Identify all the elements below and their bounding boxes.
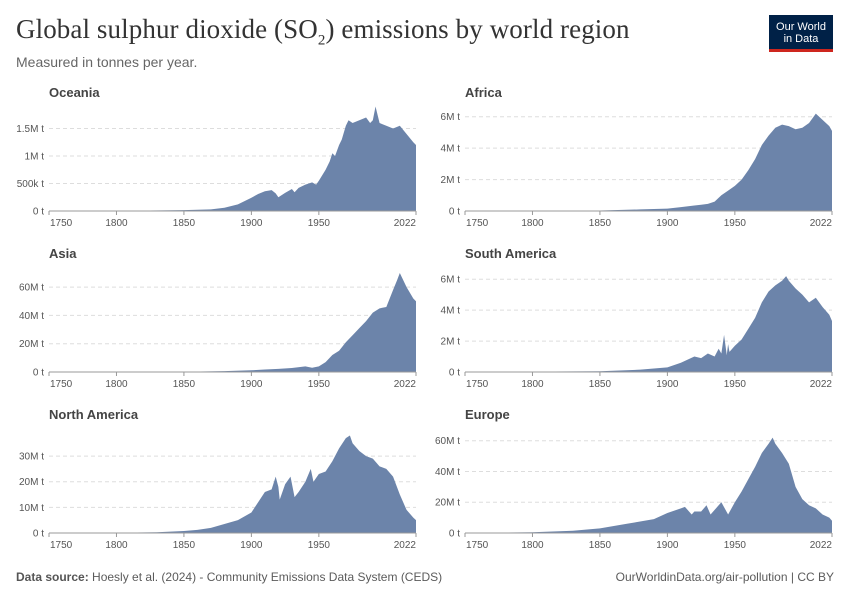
panel-title-europe: Europe bbox=[465, 407, 510, 422]
y-tick-label: 500k t bbox=[17, 179, 44, 190]
x-tick-label: 1900 bbox=[240, 540, 263, 551]
panel-title-oceania: Oceania bbox=[49, 85, 100, 100]
x-tick-label: 2022 bbox=[394, 540, 417, 551]
y-tick-label: 30M t bbox=[19, 452, 44, 463]
x-tick-label: 1900 bbox=[656, 540, 679, 551]
x-tick-label: 1750 bbox=[50, 540, 73, 551]
y-tick-label: 2M t bbox=[441, 337, 461, 348]
x-tick-label: 2022 bbox=[810, 540, 833, 551]
y-tick-label: 40M t bbox=[435, 467, 460, 478]
x-tick-label: 2022 bbox=[810, 379, 833, 390]
x-tick-label: 1950 bbox=[308, 379, 331, 390]
y-tick-label: 4M t bbox=[441, 144, 461, 155]
x-tick-label: 1850 bbox=[173, 379, 196, 390]
y-tick-label: 40M t bbox=[19, 311, 44, 322]
x-tick-label: 1750 bbox=[50, 379, 73, 390]
y-tick-label: 10M t bbox=[19, 503, 44, 514]
x-tick-label: 2022 bbox=[810, 218, 833, 229]
x-tick-label: 1850 bbox=[589, 540, 612, 551]
logo-line-2: in Data bbox=[783, 33, 819, 45]
x-tick-label: 1850 bbox=[173, 540, 196, 551]
y-tick-label: 0 t bbox=[449, 368, 460, 379]
x-tick-label: 2022 bbox=[394, 218, 417, 229]
x-tick-label: 1850 bbox=[589, 218, 612, 229]
y-tick-label: 20M t bbox=[19, 477, 44, 488]
area-series-oceania bbox=[49, 106, 416, 211]
data-source-text[interactable]: Hoesly et al. (2024) - Community Emissio… bbox=[92, 570, 443, 584]
chart-title: Global sulphur dioxide (SO2) emissions b… bbox=[16, 14, 630, 49]
x-tick-label: 1850 bbox=[589, 379, 612, 390]
x-tick-label: 1950 bbox=[724, 379, 747, 390]
area-series-africa bbox=[465, 113, 832, 211]
y-tick-label: 60M t bbox=[19, 283, 44, 294]
y-tick-label: 1M t bbox=[25, 152, 45, 163]
x-tick-label: 1800 bbox=[521, 540, 544, 551]
x-tick-label: 1950 bbox=[724, 540, 747, 551]
y-tick-label: 0 t bbox=[449, 207, 460, 218]
logo-line-1: Our World bbox=[776, 21, 826, 33]
panel-title-north-america: North America bbox=[49, 407, 139, 422]
x-tick-label: 1750 bbox=[466, 379, 489, 390]
y-tick-label: 60M t bbox=[435, 436, 460, 447]
y-tick-label: 6M t bbox=[441, 112, 461, 123]
panel-title-asia: Asia bbox=[49, 246, 77, 261]
x-tick-label: 1800 bbox=[105, 218, 128, 229]
area-series-europe bbox=[465, 437, 832, 533]
x-tick-label: 1800 bbox=[521, 379, 544, 390]
x-tick-label: 2022 bbox=[394, 379, 417, 390]
x-tick-label: 1750 bbox=[466, 540, 489, 551]
x-tick-label: 1950 bbox=[724, 218, 747, 229]
x-tick-label: 1800 bbox=[521, 218, 544, 229]
y-tick-label: 0 t bbox=[33, 207, 44, 218]
y-tick-label: 6M t bbox=[441, 275, 461, 286]
title-main: Global sulphur dioxide (SO bbox=[16, 14, 318, 44]
area-series-asia bbox=[49, 273, 416, 372]
x-tick-label: 1750 bbox=[466, 218, 489, 229]
y-tick-label: 1.5M t bbox=[16, 124, 44, 135]
x-tick-label: 1800 bbox=[105, 379, 128, 390]
y-tick-label: 20M t bbox=[435, 498, 460, 509]
title-end: ) emissions by world region bbox=[325, 14, 630, 44]
x-tick-label: 1850 bbox=[173, 218, 196, 229]
x-tick-label: 1950 bbox=[308, 540, 331, 551]
y-tick-label: 0 t bbox=[33, 529, 44, 540]
chart-subtitle: Measured in tonnes per year. bbox=[16, 54, 198, 70]
x-tick-label: 1750 bbox=[50, 218, 73, 229]
y-tick-label: 2M t bbox=[441, 175, 461, 186]
data-source-label: Data source: bbox=[16, 570, 89, 584]
title-subscript: 2 bbox=[317, 32, 326, 49]
x-tick-label: 1900 bbox=[240, 218, 263, 229]
x-tick-label: 1800 bbox=[105, 540, 128, 551]
x-tick-label: 1900 bbox=[656, 379, 679, 390]
panel-title-africa: Africa bbox=[465, 85, 503, 100]
panel-title-south-america: South America bbox=[465, 246, 557, 261]
y-tick-label: 0 t bbox=[33, 368, 44, 379]
x-tick-label: 1900 bbox=[656, 218, 679, 229]
y-tick-label: 20M t bbox=[19, 339, 44, 350]
y-tick-label: 0 t bbox=[449, 529, 460, 540]
area-series-south-america bbox=[465, 276, 832, 372]
area-series-north-america bbox=[49, 435, 416, 533]
x-tick-label: 1950 bbox=[308, 218, 331, 229]
data-source: Data source: Hoesly et al. (2024) - Comm… bbox=[16, 570, 442, 584]
y-tick-label: 4M t bbox=[441, 306, 461, 317]
credit-link[interactable]: OurWorldinData.org/air-pollution | CC BY bbox=[615, 570, 834, 584]
x-tick-label: 1900 bbox=[240, 379, 263, 390]
owid-logo[interactable]: Our World in Data bbox=[769, 15, 833, 52]
